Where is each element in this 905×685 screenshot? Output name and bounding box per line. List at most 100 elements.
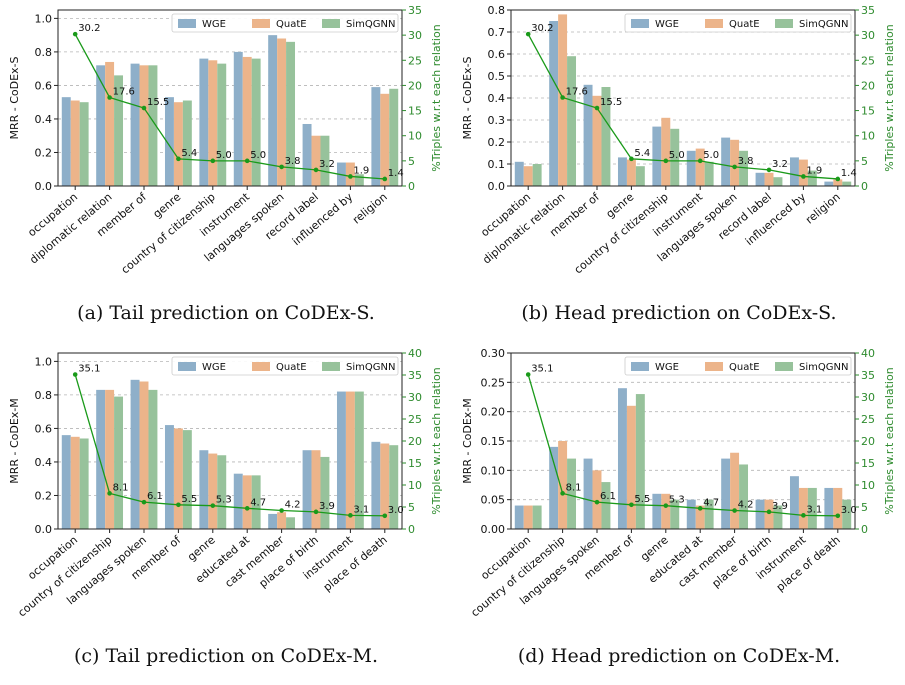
triples-point — [176, 156, 181, 162]
bar-wge — [130, 63, 140, 187]
triples-point — [801, 513, 806, 518]
triples-label: 35.1 — [531, 364, 553, 375]
legend-box — [171, 356, 399, 376]
bar-quate — [139, 381, 149, 529]
bar-simqgnn — [601, 482, 611, 529]
bar-simqgnn — [114, 396, 124, 529]
bar-quate — [558, 441, 568, 529]
bar-wge — [61, 97, 71, 186]
bar-quate — [833, 179, 843, 186]
legend-swatch-quate — [705, 19, 723, 28]
bar-wge — [371, 87, 381, 186]
bar-simqgnn — [670, 499, 680, 529]
caption-c: (c) Tail prediction on CoDEx-M. — [73, 645, 379, 667]
triples-label: 4.7 — [703, 497, 719, 508]
bar-quate — [277, 38, 287, 186]
triples-label: 3.8 — [285, 156, 301, 167]
triples-label: 17.6 — [566, 86, 588, 97]
triples-point — [348, 513, 353, 518]
triples-label: 1.9 — [353, 165, 369, 176]
triples-point — [732, 164, 737, 170]
bar-wge — [686, 499, 696, 529]
triples-point — [141, 499, 147, 505]
y-tick-label: 0.4 — [488, 92, 506, 105]
bar-quate — [523, 505, 533, 529]
bar-wge — [268, 513, 278, 529]
legend-label-wge: WGE — [202, 362, 226, 373]
y-tick-label: 0.1 — [488, 158, 506, 171]
y-tick-label: 0.6 — [488, 48, 506, 61]
legend-label-quate: QuatE — [729, 19, 760, 30]
y-tick-label: 1.0 — [35, 355, 53, 368]
triples-label: 3.1 — [806, 504, 822, 515]
triples-point — [313, 167, 319, 173]
y2-tick-label: 30 — [408, 391, 422, 404]
bar-wge — [755, 499, 765, 529]
chart-panel-d: 0.00 0.05 0.10 0.15 0.20 0.25 0.30 0 5 10 15 20 25 30… — [453, 343, 905, 685]
triples-label: 3.2 — [772, 159, 788, 170]
bar-wge — [514, 505, 524, 529]
bar-simqgnn — [773, 177, 783, 186]
triples-point — [107, 491, 112, 496]
y2-tick-label: 15 — [861, 457, 875, 470]
y-tick-label: 0.30 — [481, 347, 506, 360]
legend-label-simqgnn: SimQGNN — [799, 19, 848, 30]
bar-simqgnn — [807, 487, 817, 529]
legend-swatch-simqgnn — [322, 19, 340, 28]
triples-point — [382, 176, 388, 182]
triples-label: 35.1 — [78, 364, 100, 375]
triples-point — [766, 167, 772, 173]
triples-point — [594, 105, 600, 111]
bar-simqgnn — [807, 170, 817, 186]
caption-d: (d) Head prediction on CoDEx-M. — [517, 645, 841, 667]
legend-label-wge: WGE — [202, 19, 226, 30]
y-tick-label: 0.0 — [35, 523, 53, 536]
legend-label-quate: QuatE — [276, 362, 307, 373]
triples-point — [560, 491, 565, 496]
bar-quate — [798, 159, 808, 186]
bar-quate — [208, 453, 218, 529]
legend-swatch-quate — [252, 362, 270, 371]
y2-tick-label: 10 — [408, 130, 422, 143]
legend-swatch-simqgnn — [322, 362, 340, 371]
triples-label: 3.0 — [841, 505, 857, 516]
triples-label: 5.3 — [216, 495, 232, 506]
bar-wge — [824, 487, 834, 529]
bar-wge — [96, 65, 106, 186]
bar-quate — [730, 452, 740, 529]
x-tick-label: influenced by — [743, 190, 809, 248]
triples-label: 4.2 — [285, 500, 301, 511]
legend-swatch-wge — [178, 362, 196, 371]
bar-wge — [721, 458, 731, 529]
x-tick-label: cast member — [675, 533, 739, 590]
y2-tick-label: 10 — [861, 479, 875, 492]
y2-tick-label: 5 — [861, 155, 868, 168]
bar-quate — [798, 487, 808, 529]
bar-wge — [164, 425, 174, 529]
y2-tick-label: 35 — [861, 369, 875, 382]
bar-simqgnn — [842, 181, 852, 186]
triples-point — [210, 503, 216, 508]
bar-quate — [626, 405, 636, 529]
y2-tick-label: 40 — [861, 347, 875, 360]
bar-quate — [242, 56, 252, 186]
y2-tick-label: 35 — [861, 4, 875, 17]
bar-wge — [755, 172, 765, 186]
bar-wge — [61, 435, 71, 529]
y2-tick-label: 0 — [861, 180, 868, 193]
y-tick-label: 0.8 — [35, 46, 53, 59]
bar-wge — [789, 157, 799, 186]
bar-simqgnn — [567, 458, 577, 529]
triples-point — [313, 509, 319, 515]
legend-swatch-quate — [252, 19, 270, 28]
y2-tick-label: 15 — [861, 105, 875, 118]
y2-axis-label: %Triples w.r.t each relation — [430, 367, 443, 514]
triples-point — [72, 31, 78, 37]
x-tick-label: place of death — [321, 533, 390, 594]
bar-wge — [233, 51, 243, 187]
bar-simqgnn — [354, 391, 364, 529]
y-tick-label: 0.2 — [35, 489, 53, 502]
triples-point — [72, 372, 78, 377]
legend-swatch-wge — [178, 19, 196, 28]
bar-wge — [549, 21, 559, 186]
